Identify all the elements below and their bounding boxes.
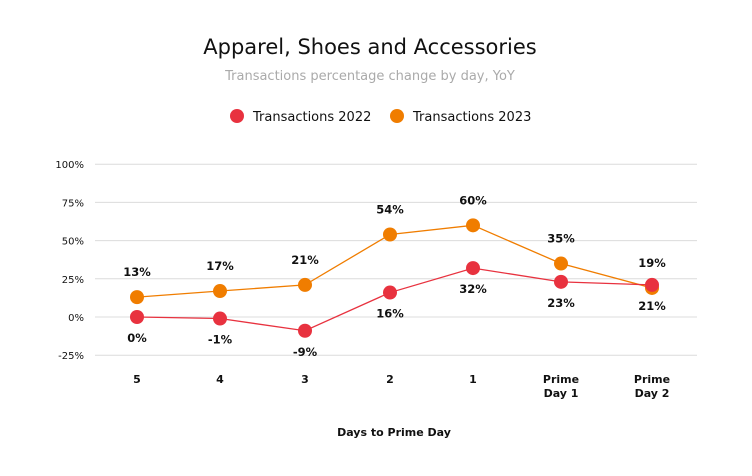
data-label: 13% (123, 265, 151, 279)
data-label: 54% (376, 202, 404, 216)
x-tick-label: 2 (386, 373, 394, 386)
legend: Transactions 2022 Transactions 2023 (230, 109, 531, 125)
chart-title: Apparel, Shoes and Accessories (203, 35, 536, 59)
series-transactions-2022: 0% -1% -9% 16% 32% 23% 21% (127, 261, 666, 359)
x-tick-label: Prime Day 1 (543, 373, 579, 400)
y-tick-label: 0% (68, 313, 84, 324)
y-tick-label: -25% (58, 351, 84, 362)
data-label: 21% (638, 299, 666, 313)
series-transactions-2023: 13% 17% 21% 54% 60% 35% 19% (123, 193, 666, 305)
data-point (298, 323, 312, 338)
y-tick-label: 25% (62, 275, 84, 286)
data-label: 60% (459, 193, 487, 207)
data-label: 17% (206, 259, 234, 273)
data-label: -9% (293, 345, 318, 359)
data-label: 32% (459, 282, 487, 296)
y-tick-label: 50% (62, 237, 84, 248)
legend-label-2023: Transactions 2023 (412, 110, 531, 125)
data-point (554, 256, 568, 271)
data-label: -1% (208, 333, 233, 347)
data-label: 21% (291, 253, 319, 267)
data-label: 0% (127, 331, 147, 345)
x-tick-label: 5 (133, 373, 141, 386)
data-point (466, 218, 480, 233)
x-tick-label: Prime Day 2 (634, 373, 670, 400)
legend-marker-2022 (230, 109, 244, 123)
data-label: 19% (638, 256, 666, 270)
x-axis-label: Days to Prime Day (337, 426, 451, 439)
y-tick-label: 100% (55, 160, 84, 171)
data-point (383, 285, 397, 300)
x-tick-label: 1 (469, 373, 477, 386)
data-point (213, 311, 227, 326)
data-label: 35% (547, 232, 575, 246)
data-label: 23% (547, 296, 575, 310)
data-point (645, 277, 659, 292)
legend-marker-2023 (390, 109, 404, 123)
data-point (130, 310, 144, 324)
y-tick-label: 75% (62, 198, 84, 209)
data-point (554, 274, 568, 289)
data-point (130, 290, 144, 305)
data-label: 16% (376, 307, 404, 321)
data-point (466, 261, 480, 276)
data-point (298, 277, 312, 292)
x-tick-label: 3 (301, 373, 309, 386)
chart-subtitle: Transactions percentage change by day, Y… (224, 69, 515, 84)
data-point (213, 284, 227, 299)
legend-label-2022: Transactions 2022 (252, 110, 371, 125)
data-point (383, 227, 397, 242)
x-tick-label: 4 (216, 373, 224, 386)
